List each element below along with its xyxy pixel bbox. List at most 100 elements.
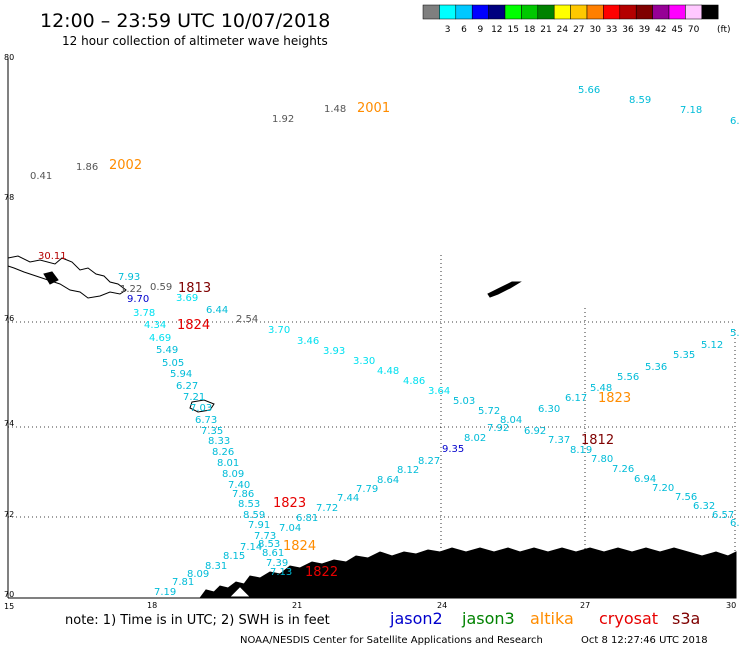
scale-tick-label: 33	[606, 25, 617, 35]
wave-height-value: 2.54	[236, 314, 258, 325]
scale-swatch	[652, 4, 670, 20]
scale-swatch	[439, 4, 457, 20]
scale-tick-label: 30	[589, 25, 601, 35]
scale-swatch	[455, 4, 473, 20]
wave-height-value: 7.79	[356, 484, 378, 495]
wave-height-value: 8.02	[464, 433, 486, 444]
wave-height-value: 6.94	[634, 474, 656, 485]
wave-height-value: 8.53	[258, 539, 280, 550]
wave-height-value: 8.26	[212, 447, 234, 458]
wave-height-value: 7.39	[266, 558, 288, 569]
color-scale-legend: 3 6 9 12 15 18 21 24 27 30 33 36 39 42 45 70	[422, 4, 719, 35]
satellite-legend-entry: s3a	[672, 609, 700, 628]
wave-height-value: 5.56	[617, 372, 639, 383]
pass-time-label: 2002	[109, 158, 142, 173]
wave-height-value: 6.92	[524, 426, 546, 437]
scale-swatch	[668, 4, 686, 20]
wave-height-value: 7.93	[118, 272, 140, 283]
satellite-legend-entry: jason2	[389, 609, 443, 628]
scale-tick-label: 12	[491, 25, 502, 35]
scale-swatch	[488, 4, 506, 20]
scale-tick-label: 18	[524, 25, 536, 35]
wave-height-value: 8.59	[629, 95, 651, 106]
wave-height-value: 7.92	[487, 423, 509, 434]
wave-height-value: 8.12	[397, 465, 419, 476]
wave-height-value: 7.91	[248, 520, 270, 531]
wave-height-value: 8.15	[223, 551, 245, 562]
latitude-labels: 80 78 76 74 72 70	[4, 53, 14, 599]
lat-label: 74	[4, 419, 14, 428]
pass-time-label: 1823	[598, 391, 631, 406]
wave-height-value: 3.46	[297, 336, 319, 347]
wave-height-value: 8.61	[262, 548, 284, 559]
map-title: 12:00 – 23:59 UTC 10/07/2018	[40, 10, 330, 32]
longitude-labels: 15 18 21 24 27 30	[4, 601, 736, 611]
wave-height-value: 5.36	[645, 362, 667, 373]
pass-time-label: 2001	[357, 101, 390, 116]
wave-height-value: 8.09	[222, 469, 244, 480]
scale-swatch	[570, 4, 588, 20]
scale-tick-label: 36	[622, 25, 634, 35]
scale-tick-label: 45	[671, 25, 682, 35]
wave-height-value: 8.64	[377, 475, 399, 486]
wave-height-value: 5.05	[162, 358, 184, 369]
map-subtitle: 12 hour collection of altimeter wave hei…	[62, 34, 328, 48]
wave-height-value: 3.70	[268, 325, 290, 336]
scale-swatch	[635, 4, 653, 20]
wave-height-value: 8.01	[217, 458, 239, 469]
wave-height-value: 8.27	[418, 456, 440, 467]
wave-height-value: 7.56	[675, 492, 697, 503]
wave-height-value: 5.94	[170, 369, 192, 380]
lon-label: 18	[147, 601, 157, 610]
wave-height-value: 1.86	[76, 162, 98, 173]
scale-tick-label: 24	[557, 25, 569, 35]
scale-tick-label: 6	[461, 25, 467, 35]
lon-label: 15	[4, 602, 14, 611]
scale-tick-label: 15	[507, 25, 518, 35]
wave-height-value: 7.19	[154, 587, 176, 598]
wave-height-value: 6.32	[693, 501, 715, 512]
pass-time-label: 1823	[273, 496, 306, 511]
wave-height-value: 7.04	[279, 523, 301, 534]
wave-height-value: 1.48	[324, 104, 346, 115]
pass-time-label: 1822	[305, 565, 338, 580]
wave-height-value: 6.27	[176, 381, 198, 392]
scale-swatch	[471, 4, 489, 20]
lat-label: 78	[4, 193, 14, 202]
wave-height-value: 7.03	[190, 403, 212, 414]
wave-height-value: 6.	[730, 116, 740, 127]
wave-height-value: 7.40	[228, 480, 250, 491]
wave-height-value: 7.86	[232, 489, 254, 500]
satellite-legend: jason2 jason3 altika cryosat s3a	[389, 609, 700, 628]
wave-height-value: 9.35	[442, 444, 464, 455]
pass-time-label: 1824	[177, 318, 210, 333]
footer-timestamp: Oct 8 12:27:46 UTC 2018	[581, 635, 708, 646]
scale-swatch	[537, 4, 555, 20]
wave-height-value: 4.48	[377, 366, 399, 377]
lon-label: 30	[726, 601, 736, 610]
scale-unit: (ft)	[717, 25, 731, 35]
scale-swatch	[586, 4, 604, 20]
wave-height-value: 5.03	[453, 396, 475, 407]
satellite-legend-entry: cryosat	[599, 609, 658, 628]
scale-swatch	[685, 4, 703, 20]
wave-height-value: 7.13	[270, 567, 292, 578]
wave-height-value: 5.48	[590, 383, 612, 394]
wave-height-value: 8.04	[500, 415, 522, 426]
wave-height-value: 8.19	[570, 445, 592, 456]
lat-label: 72	[4, 510, 14, 519]
wave-height-value: 3.64	[428, 386, 450, 397]
scale-tick-label: 9	[478, 25, 484, 35]
wave-height-value: 7.20	[652, 483, 674, 494]
wave-height-value: 8.53	[238, 499, 260, 510]
wave-height-value: 6.57	[712, 510, 734, 521]
wave-height-value: 30.11	[38, 251, 67, 262]
wave-height-value: 1.22	[120, 284, 142, 295]
pass-time-label: 1812	[581, 433, 614, 448]
wave-height-value: 3.93	[323, 346, 345, 357]
wave-height-value: 0.59	[150, 282, 172, 293]
wave-height-value: 6.	[730, 518, 740, 529]
lat-label: 76	[4, 314, 14, 323]
wave-height-value: 7.73	[254, 531, 276, 542]
graticule	[8, 255, 736, 598]
